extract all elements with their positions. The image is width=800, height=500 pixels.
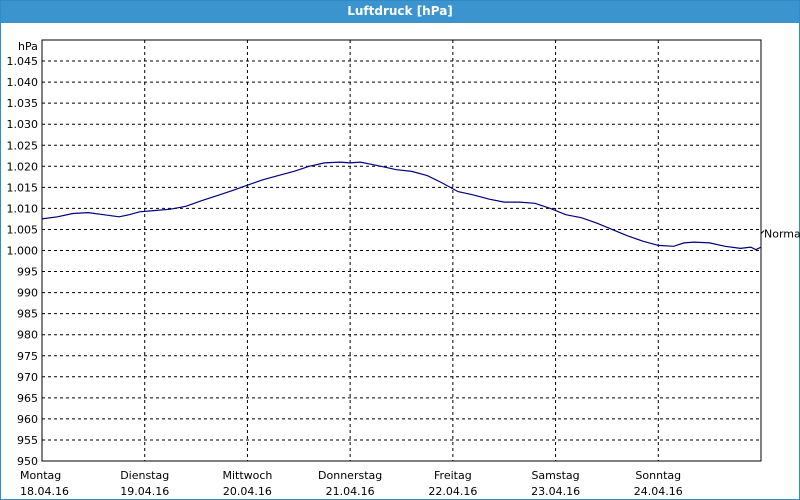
y-axis-label: hPa [18, 40, 38, 53]
y-tick-label: 1.035 [7, 97, 39, 110]
y-tick-labels: 950 955 960 965 970 975 980 985 990 995 1.000 1.005… [7, 55, 39, 468]
y-tick-label: 965 [17, 392, 38, 405]
x-tick-day: Montag [20, 469, 61, 482]
plot-border [41, 39, 762, 462]
plot-frame [41, 39, 765, 462]
normal-label: Normal [764, 228, 800, 241]
x-tick-date: 20.04.16 [223, 485, 272, 498]
y-tick-label: 1.020 [7, 160, 39, 173]
x-tick-day: Sonntag [635, 469, 681, 482]
x-tick-day: Dienstag [120, 469, 169, 482]
y-tick-label: 1.030 [7, 118, 39, 131]
x-tick-date: 18.04.16 [20, 485, 69, 498]
x-tick-day: Freitag [434, 469, 472, 482]
y-tick-label: 990 [17, 287, 38, 300]
y-tick-label: 1.040 [7, 76, 39, 89]
x-tick-date: 22.04.16 [428, 485, 477, 498]
y-tick-label: 950 [17, 455, 38, 468]
y-tick-label: 1.000 [7, 245, 39, 258]
x-tick-labels: Montag 18.04.16 Dienstag 19.04.16 Mittwoch 20… [20, 469, 683, 498]
series-layer [41, 161, 762, 251]
y-tick-label: 995 [17, 266, 38, 279]
y-tick-label: 1.010 [7, 202, 39, 215]
y-tick-label: 1.015 [7, 181, 39, 194]
normal-marker [760, 230, 765, 235]
y-tick-label: 975 [17, 350, 38, 363]
y-tick-label: 985 [17, 308, 38, 321]
y-tick-label: 980 [17, 329, 38, 342]
x-tick-date: 23.04.16 [531, 485, 580, 498]
y-tick-label: 1.005 [7, 223, 39, 236]
chart-grid [42, 40, 761, 461]
x-tick-day: Samstag [531, 469, 579, 482]
x-tick-day: Mittwoch [222, 469, 272, 482]
y-tick-label: 960 [17, 413, 38, 426]
x-tick-date: 24.04.16 [634, 485, 683, 498]
y-tick-label: 955 [17, 434, 38, 447]
y-tick-label: 970 [17, 371, 38, 384]
x-tick-day: Donnerstag [318, 469, 382, 482]
x-tick-date: 19.04.16 [120, 485, 169, 498]
window-title: Luftdruck [hPa] [1, 1, 799, 23]
y-tick-label: 1.025 [7, 139, 39, 152]
pressure-line [41, 161, 762, 251]
y-tick-label: 1.045 [7, 55, 39, 68]
x-tick-date: 21.04.16 [326, 485, 375, 498]
